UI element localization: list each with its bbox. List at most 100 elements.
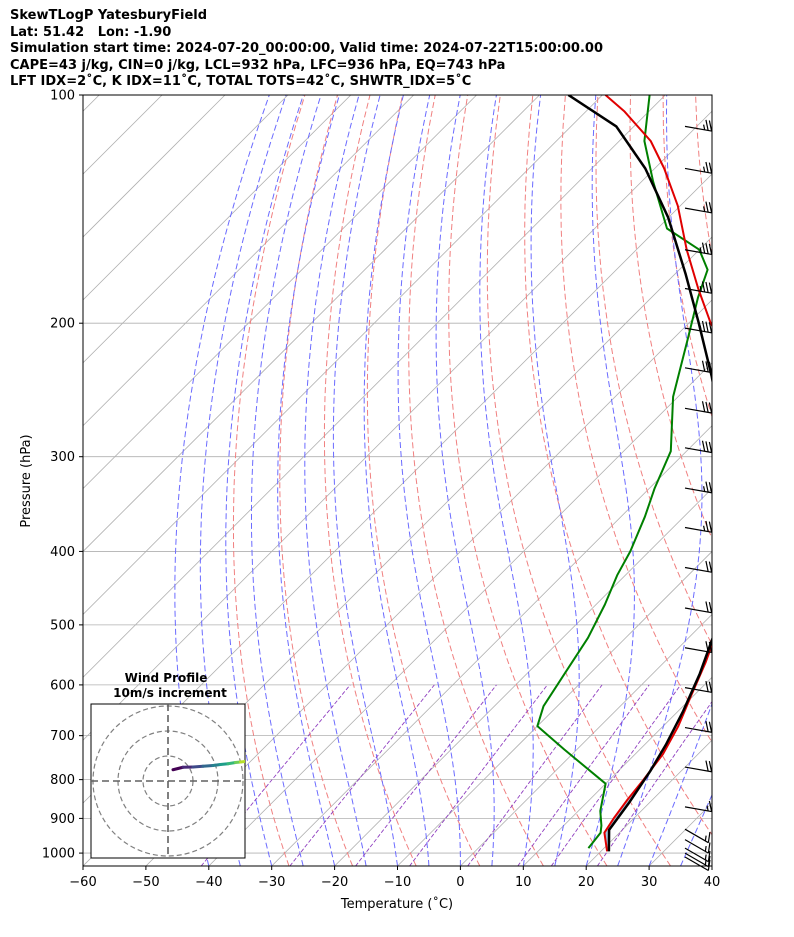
wind-barb [684, 320, 713, 334]
dry-adiabat [524, 95, 712, 836]
station-title: SkewTLogP YatesburyField [10, 8, 208, 23]
isotherm-line [83, 95, 666, 678]
isotherm-line [460, 613, 712, 866]
wind-barb [684, 560, 713, 573]
y-tick-label: 100 [50, 89, 75, 104]
dry-adiabat [279, 95, 354, 866]
y-tick-label: 800 [50, 773, 75, 788]
wind-barb [684, 481, 713, 494]
isotherm-line [83, 95, 477, 490]
isotherm-line [523, 676, 712, 866]
y-tick-label: 600 [50, 678, 75, 693]
wind-barb [684, 847, 711, 863]
dry-adiabat [728, 95, 794, 866]
isotherm-line [83, 95, 226, 238]
axes: −60 −50 −40 −30 −20 −10 0 10 20 30 40 100 200 300 400 5… [42, 89, 720, 891]
dry-adiabat [408, 95, 544, 866]
y-tick-label: 700 [50, 729, 75, 744]
station-location: Lat: 51.42 Lon: -1.90 [10, 24, 172, 40]
moist-adiabat [617, 95, 703, 866]
wind-barb [684, 681, 713, 693]
wind-barb [684, 242, 713, 256]
moist-adiabat [585, 95, 635, 866]
wind-barb [684, 440, 713, 454]
isotherm-line [145, 299, 712, 866]
moist-adiabat [304, 95, 367, 866]
wind-barb [684, 601, 713, 614]
wind-barb [684, 760, 713, 773]
wind-barbs [684, 119, 713, 872]
wind-barb [684, 161, 713, 174]
hodograph-trace-segment [201, 764, 215, 768]
simulation-times: Simulation start time: 2024-07-20_00:00:… [10, 41, 603, 56]
hodograph-inset: Wind Profile 10m/s increment [90, 671, 246, 859]
x-tick-label: −50 [132, 875, 159, 890]
dry-adiabat [366, 95, 481, 866]
wind-barb [684, 828, 711, 844]
moist-adiabat [435, 95, 495, 866]
moist-adiabat [479, 95, 534, 866]
moist-adiabat [680, 793, 712, 866]
isotherm-line [83, 95, 352, 364]
y-tick-label: 400 [50, 545, 75, 560]
x-tick-label: 0 [456, 875, 464, 890]
dry-adiabat [486, 95, 672, 866]
wind-barb [684, 720, 713, 733]
isotherm-line [271, 425, 712, 866]
hodograph-trace-segment [239, 760, 245, 764]
moist-adiabat [332, 95, 398, 866]
moist-adiabat [397, 95, 461, 866]
hodograph-title: Wind Profile [125, 671, 208, 685]
parcel-profile [567, 95, 712, 852]
mixing-ratio-line [355, 684, 497, 866]
dry-adiabat [662, 95, 712, 419]
wind-barb [684, 119, 713, 132]
isotherm-line [208, 362, 712, 866]
dry-adiabat [323, 95, 417, 866]
mixing-ratio-line [550, 684, 681, 866]
dewpoint-profile [536, 95, 709, 849]
wind-barb [684, 800, 713, 813]
moist-adiabat [648, 702, 712, 866]
moist-adiabat [277, 95, 340, 866]
x-tick-label: 30 [641, 875, 658, 890]
x-tick-label: 20 [578, 875, 595, 890]
mixing-ratio-line [597, 700, 712, 866]
wind-barb [684, 839, 711, 854]
dry-adiabat [629, 95, 712, 540]
wind-barb [684, 281, 713, 294]
hodograph-subtitle: 10m/s increment [113, 686, 227, 700]
x-axis-label: Temperature (˚C) [340, 896, 453, 912]
stability-indices: LFT IDX=2˚C, K IDX=11˚C, TOTAL TOTS=42˚C… [10, 74, 472, 89]
dry-adiabat [448, 95, 608, 866]
wind-barb [684, 360, 713, 374]
x-tick-label: −20 [321, 875, 348, 890]
moist-adiabat [711, 864, 712, 866]
isotherm-line [83, 95, 289, 301]
isotherm-line [775, 95, 794, 866]
dry-adiabat [595, 95, 712, 646]
mixing-ratio-line [517, 684, 650, 866]
wind-barb [684, 201, 713, 214]
x-tick-label: −40 [195, 875, 222, 890]
dry-adiabat [232, 95, 306, 866]
moist-adiabat [363, 95, 430, 866]
wind-barb [684, 856, 711, 872]
cape-area [604, 95, 712, 850]
dry-adiabat [761, 95, 794, 866]
y-tick-label: 300 [50, 450, 75, 465]
wind-barb [684, 401, 713, 414]
temperature-profile [603, 95, 712, 852]
isotherm-line [711, 865, 712, 866]
convective-parameters: CAPE=43 j/kg, CIN=0 j/kg, LCL=932 hPa, L… [10, 57, 506, 73]
isotherm-line [83, 110, 712, 741]
dry-adiabat [695, 95, 712, 258]
wind-barb [684, 520, 713, 533]
cape-shading [604, 95, 712, 850]
y-tick-label: 200 [50, 317, 75, 332]
hodograph-trace-segment [171, 765, 185, 772]
isotherm-line [585, 739, 712, 866]
x-tick-label: −60 [69, 875, 96, 890]
hodograph-trace-segment [191, 764, 205, 769]
